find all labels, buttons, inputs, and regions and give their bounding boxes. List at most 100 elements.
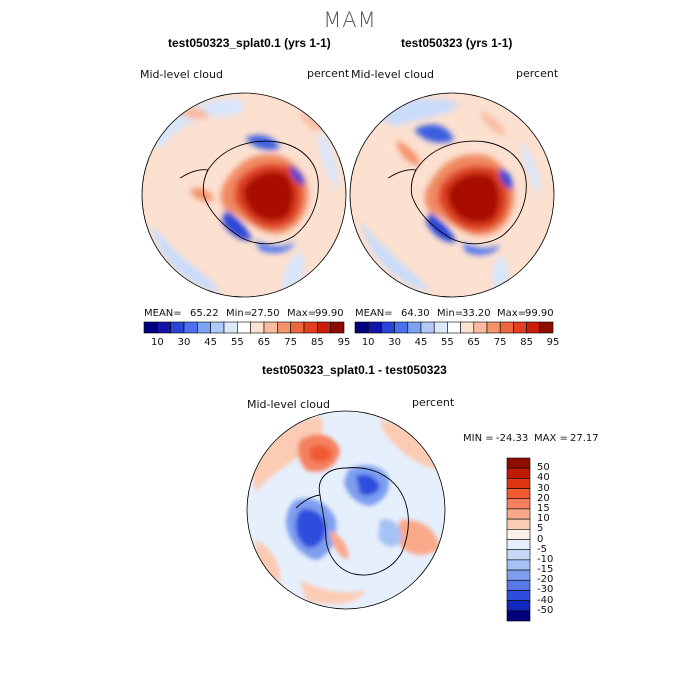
panel-2-colorbar-tick-label: 10 (361, 337, 375, 348)
panel-1-colorbar-color-box (170, 321, 185, 334)
difference-colorbar-color-box (506, 518, 531, 530)
difference-colorbar-color-box (506, 600, 531, 612)
panel-1-mean-label: MEAN= (144, 308, 182, 319)
panel-1-title: test050323_splat0.1 (yrs 1-1) (168, 36, 331, 50)
difference-colorbar-tick-label: 40 (537, 472, 550, 484)
panel-1-colorbar-color-box (157, 321, 171, 334)
panel-1-map-border (141, 92, 347, 298)
panel-2-colorbar-color-box (354, 321, 369, 334)
panel-2-colorbar-color-box (499, 321, 514, 334)
panel-1-colorbar-color-box (290, 321, 305, 334)
panel-2-colorbar-color-box (473, 321, 488, 334)
difference-colorbar-color-box (506, 610, 531, 622)
panel-1-colorbar-tick-label: 10 (150, 337, 164, 348)
difference-colorbar-color-box (506, 488, 531, 500)
panel-3-max-label: MAX = (534, 433, 568, 444)
panel-2-colorbar (354, 321, 554, 334)
difference-colorbar-tick-label: 50 (537, 462, 550, 474)
panel-2-colorbar-color-box (381, 321, 395, 334)
panel-1-map (142, 93, 346, 297)
difference-colorbar-tick-label: 10 (537, 513, 550, 525)
difference-colorbar-color-box (506, 498, 531, 510)
panel-2-colorbar-color-box (526, 321, 541, 334)
difference-colorbar-tick-label: 20 (537, 492, 550, 504)
panel-2-colorbar-color-box (394, 321, 409, 334)
panel-2-variable-label: Mid-level cloud (351, 68, 434, 81)
panel-2-min-value: 33.20 (462, 308, 491, 319)
difference-colorbar-color-box (506, 508, 531, 520)
panel-2-mean-value: 64.30 (401, 308, 430, 319)
difference-colorbar-tick-label: -15 (537, 564, 554, 576)
figure-title: MAM (323, 8, 377, 32)
difference-colorbar-color-box (506, 478, 531, 489)
panel-1-colorbar-tick-label: 55 (230, 337, 244, 348)
panel-1-mean-value: 65.22 (190, 308, 219, 319)
panel-3-min-value: -24.33 (496, 433, 529, 444)
panel-2-colorbar-tick-label: 85 (520, 337, 533, 348)
panel-2-colorbar-color-box (420, 321, 435, 334)
panel-2-colorbar-color-box (513, 321, 527, 334)
difference-colorbar (506, 457, 531, 622)
panel-1-colorbar-color-box (303, 321, 318, 334)
panel-2-colorbar-tick-label: 65 (467, 337, 481, 348)
panel-2-mean-label: MEAN= (355, 308, 393, 319)
panel-1-colorbar-color-box (330, 321, 345, 334)
panel-1-colorbar-color-box (250, 321, 265, 334)
panel-1-colorbar-color-box (183, 321, 198, 334)
panel-2-min-label: Min= (437, 308, 464, 319)
panel-1-colorbar-color-box (223, 321, 238, 334)
panel-2-colorbar-color-box (486, 321, 501, 334)
panel-1-colorbar-color-box (277, 321, 291, 334)
panel-2-colorbar-tick-label: 55 (441, 337, 454, 348)
difference-colorbar-tick-label: 15 (537, 502, 550, 514)
panel-2-colorbar-color-box (433, 321, 448, 334)
panel-2-max-label: Max= (497, 308, 527, 319)
difference-colorbar-tick-label: -5 (537, 543, 547, 555)
difference-colorbar-tick-label: -30 (537, 584, 554, 596)
panel-3-map (247, 411, 445, 609)
difference-colorbar-tick-label: -40 (537, 594, 554, 606)
panel-1-colorbar-color-box (143, 321, 158, 334)
difference-colorbar-tick-label: -20 (537, 574, 554, 586)
panel-2-max-value: 99.90 (525, 308, 554, 319)
panel-1-colorbar (143, 321, 345, 334)
difference-colorbar-color-box (506, 569, 531, 581)
panel-1-min-label: Min= (226, 308, 253, 319)
panel-3-title: test050323_splat0.1 - test050323 (262, 363, 447, 377)
difference-colorbar-tick-label: -50 (537, 604, 554, 616)
panel-3-units-label: percent (412, 396, 455, 409)
panel-1-colorbar-color-box (317, 321, 331, 334)
difference-colorbar-tick-label: 0 (537, 533, 544, 545)
panel-2-colorbar-tick-label: 30 (388, 337, 401, 348)
panel-3-max-value: 27.17 (570, 433, 599, 444)
panel-1-units-label: percent (307, 67, 350, 80)
difference-colorbar-color-box (506, 529, 531, 540)
panel-2-colorbar-color-box (460, 321, 475, 334)
panel-1-colorbar-tick-label: 65 (257, 337, 271, 348)
panel-3-variable-label: Mid-level cloud (247, 398, 330, 411)
panel-1-min-value: 27.50 (251, 308, 280, 319)
panel-1-colorbar-tick-label: 75 (284, 337, 298, 348)
panel-2-colorbar-tick-label: 95 (546, 337, 560, 348)
difference-colorbar-tick-label: 30 (537, 482, 550, 494)
panel-1-max-value: 99.90 (315, 308, 344, 319)
panel-2-colorbar-tick-label: 45 (414, 337, 428, 348)
panel-2-colorbar-color-box (407, 321, 422, 334)
panel-2-units-label: percent (516, 67, 559, 80)
difference-colorbar-tick-label: -10 (537, 553, 554, 565)
panel-3-map-border (246, 410, 446, 610)
panel-1-colorbar-color-box (197, 321, 211, 334)
panel-2-colorbar-color-box (367, 321, 382, 334)
panel-2-map (350, 93, 554, 297)
difference-colorbar-color-box (506, 539, 531, 550)
panel-1-colorbar-color-box (210, 321, 225, 334)
panel-1-max-label: Max= (287, 308, 317, 319)
panel-1-colorbar-tick-label: 85 (310, 337, 324, 348)
difference-colorbar-tick-label: 5 (537, 523, 544, 535)
panel-3-background-field (247, 411, 445, 609)
difference-colorbar-color-box (506, 549, 531, 561)
difference-colorbar-color-box (506, 559, 531, 571)
difference-colorbar-color-box (506, 467, 531, 479)
panel-1-colorbar-tick-label: 30 (177, 337, 191, 348)
